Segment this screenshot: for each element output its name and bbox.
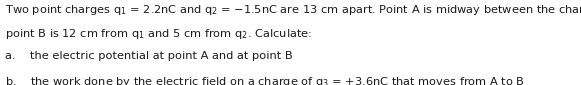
Text: b.    the work done by the electric field on a charge of q$_3$ = +3.6nC that mov: b. the work done by the electric field o…: [5, 75, 525, 85]
Text: Two point charges q$_1$ = 2.2nC and q$_2$ = −1.5nC are 13 cm apart. Point A is m: Two point charges q$_1$ = 2.2nC and q$_2…: [5, 3, 581, 17]
Text: point B is 12 cm from q$_1$ and 5 cm from q$_2$. Calculate:: point B is 12 cm from q$_1$ and 5 cm fro…: [5, 27, 312, 41]
Text: a.    the electric potential at point A and at point B: a. the electric potential at point A and…: [5, 51, 292, 61]
